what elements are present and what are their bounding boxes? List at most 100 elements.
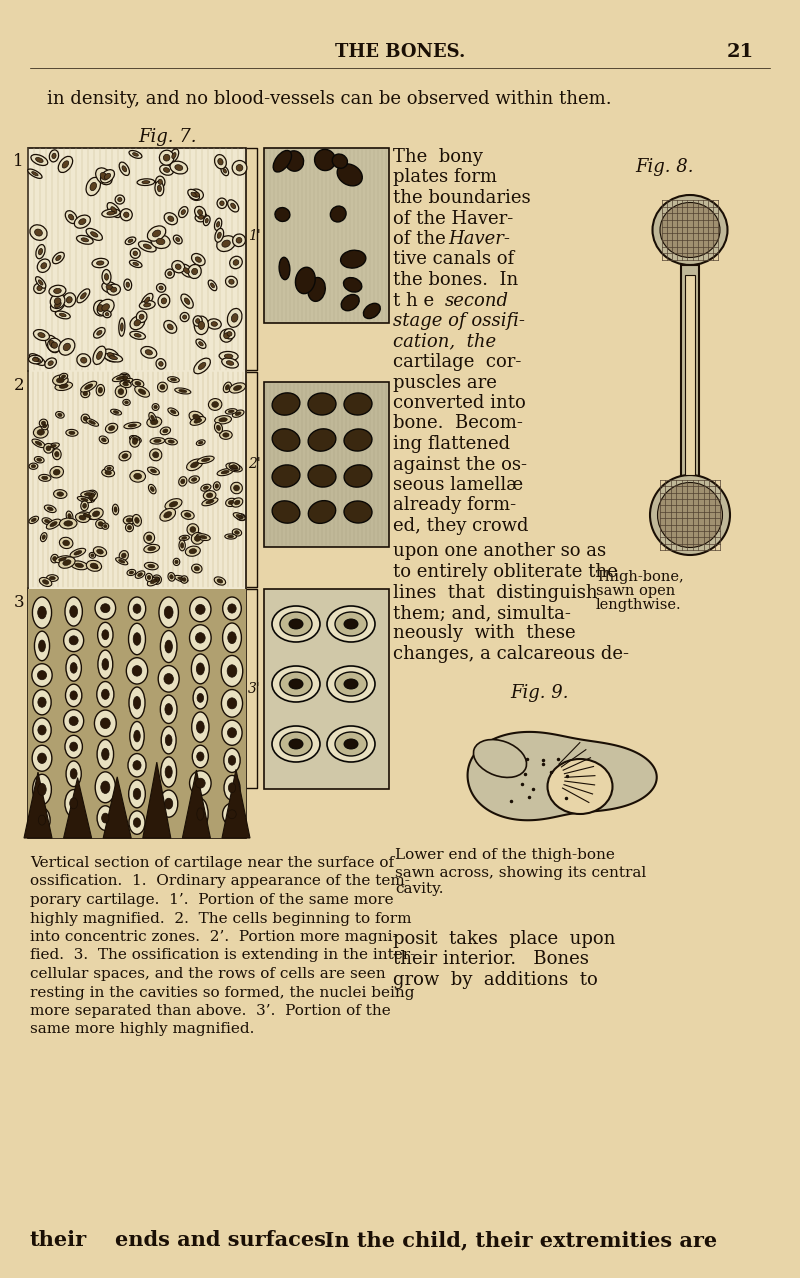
Ellipse shape <box>83 391 87 396</box>
Ellipse shape <box>32 440 45 447</box>
Ellipse shape <box>122 166 126 171</box>
Ellipse shape <box>165 640 172 653</box>
Text: 3: 3 <box>14 594 24 611</box>
Ellipse shape <box>39 419 48 427</box>
Ellipse shape <box>46 519 61 529</box>
Ellipse shape <box>203 216 210 226</box>
Ellipse shape <box>152 404 159 410</box>
Ellipse shape <box>190 461 198 468</box>
Ellipse shape <box>123 380 130 383</box>
Ellipse shape <box>153 452 158 458</box>
Ellipse shape <box>180 312 189 322</box>
Ellipse shape <box>92 564 101 571</box>
Ellipse shape <box>330 206 346 222</box>
Ellipse shape <box>190 771 211 796</box>
Ellipse shape <box>218 158 223 165</box>
Ellipse shape <box>217 426 221 431</box>
Ellipse shape <box>111 207 117 213</box>
Ellipse shape <box>38 783 46 795</box>
Ellipse shape <box>129 688 145 718</box>
Ellipse shape <box>236 165 243 171</box>
Ellipse shape <box>102 210 120 217</box>
Ellipse shape <box>195 778 205 789</box>
Ellipse shape <box>156 359 166 369</box>
Ellipse shape <box>57 378 64 383</box>
Text: In the child, their extremities are: In the child, their extremities are <box>310 1229 717 1250</box>
Text: seous lamellæ: seous lamellæ <box>393 475 523 495</box>
Text: posit  takes  place  upon: posit takes place upon <box>393 930 615 948</box>
Ellipse shape <box>41 422 48 429</box>
Ellipse shape <box>34 456 44 463</box>
Ellipse shape <box>280 672 312 697</box>
Ellipse shape <box>47 443 59 450</box>
Ellipse shape <box>54 302 62 308</box>
Ellipse shape <box>279 257 290 280</box>
Ellipse shape <box>134 730 140 743</box>
Ellipse shape <box>34 631 50 661</box>
Ellipse shape <box>66 211 77 224</box>
Bar <box>264 382 389 547</box>
Ellipse shape <box>34 229 42 236</box>
Ellipse shape <box>102 523 109 529</box>
Ellipse shape <box>54 289 62 294</box>
Ellipse shape <box>191 478 197 482</box>
Ellipse shape <box>160 427 170 435</box>
Ellipse shape <box>147 575 151 579</box>
Text: Haver-: Haver- <box>448 230 510 248</box>
Ellipse shape <box>89 509 103 520</box>
Ellipse shape <box>59 339 75 355</box>
Ellipse shape <box>130 248 140 258</box>
Ellipse shape <box>94 565 98 569</box>
Ellipse shape <box>147 226 166 242</box>
Ellipse shape <box>37 429 45 436</box>
Ellipse shape <box>50 445 56 447</box>
Ellipse shape <box>228 604 236 613</box>
Ellipse shape <box>57 492 63 496</box>
Ellipse shape <box>219 351 238 360</box>
Ellipse shape <box>86 229 102 240</box>
Text: t h e: t h e <box>393 291 446 309</box>
Ellipse shape <box>93 511 100 516</box>
Ellipse shape <box>178 477 187 486</box>
Ellipse shape <box>187 524 198 535</box>
Ellipse shape <box>226 498 237 506</box>
Text: second: second <box>445 291 509 309</box>
Ellipse shape <box>178 578 185 580</box>
Ellipse shape <box>38 248 42 254</box>
Ellipse shape <box>54 489 67 498</box>
Ellipse shape <box>337 164 362 185</box>
Ellipse shape <box>69 431 75 435</box>
Ellipse shape <box>207 318 222 330</box>
Ellipse shape <box>150 419 158 424</box>
Ellipse shape <box>206 493 213 497</box>
Ellipse shape <box>198 210 202 215</box>
Ellipse shape <box>70 561 88 570</box>
Ellipse shape <box>41 533 47 542</box>
Ellipse shape <box>222 358 238 368</box>
Ellipse shape <box>106 423 118 433</box>
Ellipse shape <box>39 578 52 587</box>
Ellipse shape <box>196 663 204 675</box>
Ellipse shape <box>155 176 165 188</box>
Ellipse shape <box>191 654 210 684</box>
Ellipse shape <box>193 316 202 326</box>
Ellipse shape <box>147 417 162 427</box>
Ellipse shape <box>32 663 52 686</box>
Ellipse shape <box>53 374 68 386</box>
Ellipse shape <box>65 735 82 758</box>
Ellipse shape <box>134 697 141 709</box>
Ellipse shape <box>228 501 234 505</box>
Ellipse shape <box>69 717 78 726</box>
Ellipse shape <box>134 818 141 827</box>
Ellipse shape <box>160 165 174 175</box>
Ellipse shape <box>35 441 42 446</box>
Ellipse shape <box>203 491 216 500</box>
Ellipse shape <box>122 376 127 380</box>
Ellipse shape <box>102 469 114 477</box>
Text: porary cartilage.  1’.  Portion of the same more: porary cartilage. 1’. Portion of the sam… <box>30 893 394 907</box>
Ellipse shape <box>147 466 159 475</box>
Ellipse shape <box>335 732 367 757</box>
Ellipse shape <box>34 808 50 832</box>
Ellipse shape <box>272 465 300 487</box>
Ellipse shape <box>89 420 95 424</box>
